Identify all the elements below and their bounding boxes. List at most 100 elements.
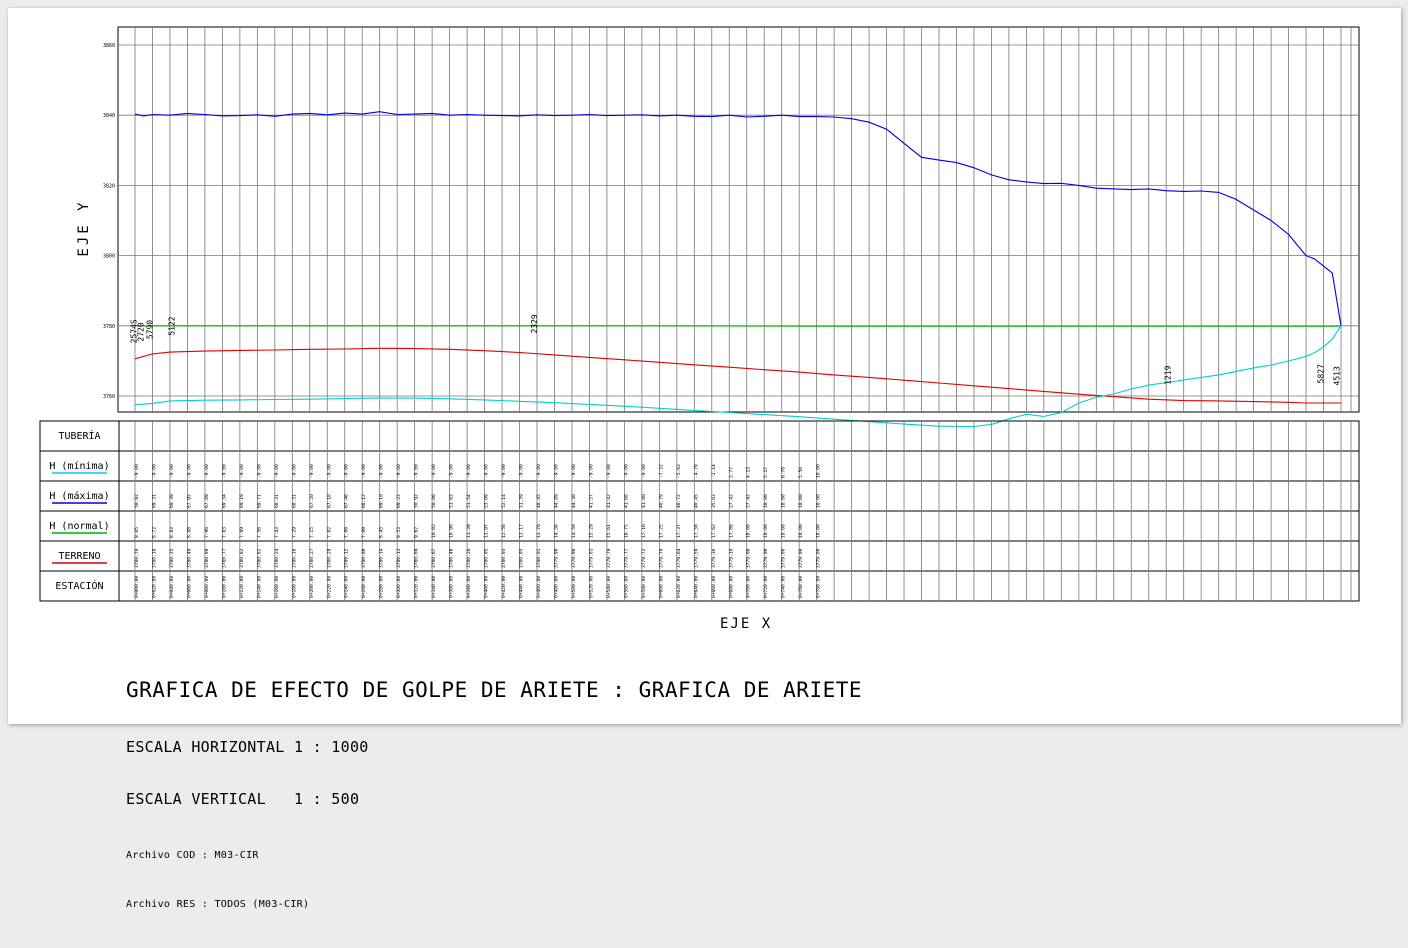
- profile-cell-value: 3780.89: [204, 548, 210, 568]
- profile-cell-value: 0+740.00: [781, 576, 787, 598]
- profile-cell-value: 17.58: [693, 524, 699, 538]
- profile-cell-value: 3.77: [728, 467, 734, 478]
- y-tick-label: 3800: [103, 254, 115, 260]
- profile-cell-value: 18.00: [763, 524, 769, 538]
- profile-cell-value: 3780.13: [396, 548, 402, 568]
- profile-cell-value: 16.75: [623, 524, 629, 538]
- profile-cell-value: 0+120.00: [239, 576, 245, 598]
- profile-cell-value: 3780.77: [221, 548, 227, 568]
- profile-row-label: TERRENO: [58, 551, 100, 562]
- profile-cell-value: -7.52: [658, 464, 664, 478]
- profile-cell-value: 3780.12: [344, 548, 350, 568]
- profile-cell-value: 3780.05: [519, 548, 525, 568]
- profile-cell-value: 4.13: [746, 467, 752, 478]
- profile-cell-value: 3780.08: [361, 548, 367, 568]
- profile-cell-value: 67.46: [344, 494, 350, 508]
- point-label: 2329: [530, 314, 539, 333]
- profile-cell-value: 0+080.00: [204, 576, 210, 598]
- profile-cell-value: 7.83: [221, 527, 227, 538]
- profile-cell-value: 3780.35: [169, 548, 175, 568]
- profile-cell-value: 3779.36: [711, 548, 717, 568]
- profile-cell-value: 0+220.00: [326, 576, 332, 598]
- profile-cell-value: -9.00: [519, 464, 525, 478]
- profile-cell-value: 3779.00: [781, 548, 787, 568]
- profile-cell-value: 7.56: [256, 527, 262, 538]
- profile-cell-value: 3779.00: [798, 548, 804, 568]
- profile-cell-value: 0+440.00: [519, 576, 525, 598]
- profile-cell-value: -9.00: [431, 464, 437, 478]
- profile-cell-value: 3779.79: [606, 548, 612, 568]
- profile-cell-value: 18.00: [763, 494, 769, 508]
- profile-cell-value: 52.14: [501, 494, 507, 508]
- profile-cell-value: 0+200.00: [309, 576, 315, 598]
- profile-cell-value: 13.17: [519, 524, 525, 538]
- profile-cell-value: -9.00: [256, 464, 262, 478]
- profile-cell-value: 18.00: [816, 524, 822, 538]
- profile-cell-value: 44.89: [553, 494, 559, 508]
- profile-cell-value: 50.92: [414, 494, 420, 508]
- point-label: 4513: [1332, 366, 1341, 385]
- profile-cell-value: 11.97: [484, 524, 490, 538]
- profile-cell-value: 0+480.00: [553, 576, 559, 598]
- profile-cell-value: 0+580.00: [641, 576, 647, 598]
- profile-cell-value: 3779.59: [693, 548, 699, 568]
- profile-row-label: H (normal): [49, 521, 109, 532]
- profile-cell-value: 18.00: [816, 494, 822, 508]
- profile-cell-value: 3780.82: [239, 548, 245, 568]
- profile-cell-value: 12.56: [501, 524, 507, 538]
- profile-cell-value: 40.72: [676, 494, 682, 508]
- y-axis-label: EJE Y: [76, 199, 92, 256]
- profile-cell-value: 7.02: [326, 527, 332, 538]
- profile-cell-value: 8.88: [186, 527, 192, 538]
- y-tick-label: 3860: [103, 43, 115, 49]
- profile-cell-value: 3779.90: [571, 548, 577, 568]
- profile-cell-value: 3779.10: [728, 548, 734, 568]
- profile-cell-value: 18.00: [798, 524, 804, 538]
- profile-cell-value: 17.86: [728, 524, 734, 538]
- profile-cell-value: 0+160.00: [274, 576, 280, 598]
- profile-cell-value: 8.43: [379, 527, 385, 538]
- profile-cell-value: 0+660.00: [711, 576, 717, 598]
- profile-cell-value: 10.90: [449, 524, 455, 538]
- profile-cell-value: 3780.67: [431, 548, 437, 568]
- profile-cell-value: 3780.49: [186, 548, 192, 568]
- profile-cell-value: 18.00: [781, 494, 787, 508]
- profile-cell-value: 48.45: [536, 494, 542, 508]
- profile-cell-value: 41.42: [606, 494, 612, 508]
- profile-cell-value: -9.00: [221, 464, 227, 478]
- profile-cell-value: 0+540.00: [606, 576, 612, 598]
- profile-cell-value: 3780.03: [501, 548, 507, 568]
- profile-cell-value: 17.16: [641, 524, 647, 538]
- plot-frame: [118, 27, 1359, 412]
- series-line-h-m-nima: [135, 326, 1341, 427]
- profile-cell-value: 3780.69: [414, 548, 420, 568]
- profile-cell-value: 69.31: [151, 494, 157, 508]
- profile-cell-value: 41.80: [641, 494, 647, 508]
- y-tick-label: 3840: [103, 113, 115, 119]
- profile-cell-value: 67.18: [326, 494, 332, 508]
- profile-cell-value: 3780.01: [536, 548, 542, 568]
- profile-cell-value: 41.68: [623, 494, 629, 508]
- profile-cell-value: -9.00: [536, 464, 542, 478]
- profile-cell-value: 3780.70: [134, 548, 140, 568]
- profile-cell-value: 3779.64: [676, 548, 682, 568]
- profile-cell-value: 0+680.00: [728, 576, 734, 598]
- profile-cell-value: 27.42: [728, 494, 734, 508]
- profile-row-label: ESTACIÓN: [55, 579, 103, 592]
- profile-cell-value: 0+700.00: [746, 576, 752, 598]
- profile-cell-value: 3780.27: [309, 548, 315, 568]
- profile-cell-value: 15.29: [588, 524, 594, 538]
- profile-row-label: H (mínima): [49, 460, 109, 472]
- profile-cell-value: 3779.72: [641, 548, 647, 568]
- profile-cell-value: 13.76: [536, 524, 542, 538]
- profile-cell-value: 0+420.00: [501, 576, 507, 598]
- profile-cell-value: 41.57: [588, 494, 594, 508]
- profile-cell-value: 51.59: [519, 494, 525, 508]
- y-tick-label: 3780: [103, 324, 115, 330]
- profile-cell-value: -9.00: [134, 464, 140, 478]
- profile-cell-value: 3780.14: [379, 548, 385, 568]
- profile-cell-value: 0+780.00: [816, 576, 822, 598]
- profile-cell-value: 3780.82: [256, 548, 262, 568]
- profile-cell-value: 0+280.00: [379, 576, 385, 598]
